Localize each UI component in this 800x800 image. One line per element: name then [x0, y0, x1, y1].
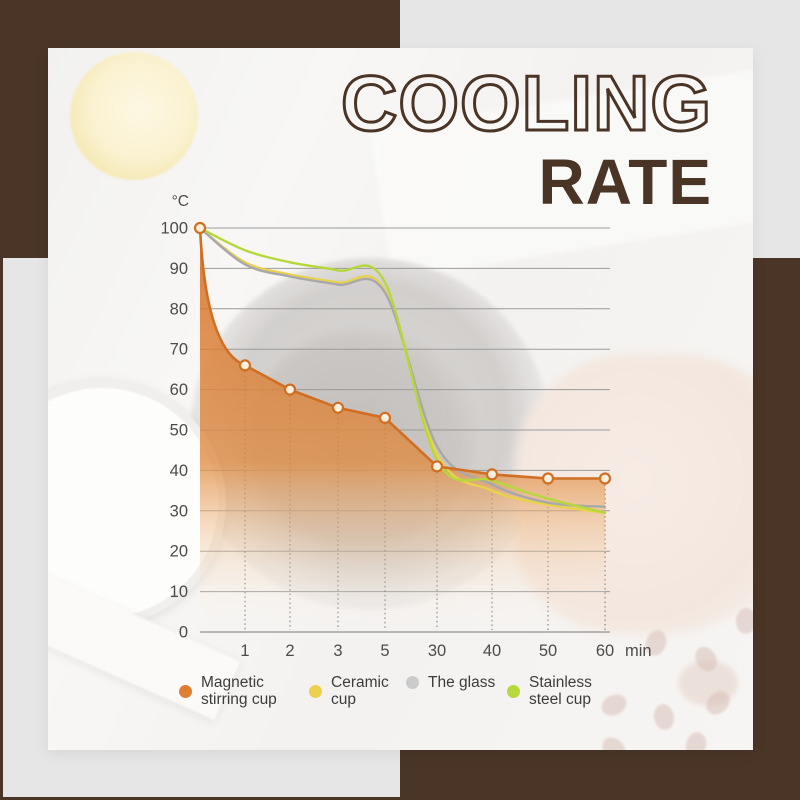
corner-block-bottom-right-side	[753, 258, 800, 800]
page-title: COOLING RATE	[340, 59, 713, 218]
svg-text:2: 2	[285, 642, 294, 660]
legend-item-the-glass: The glass	[406, 674, 495, 691]
legend-dot-orange	[179, 684, 192, 698]
svg-text:30: 30	[428, 642, 446, 660]
svg-text:40: 40	[483, 642, 501, 660]
svg-text:20: 20	[170, 543, 188, 561]
svg-text:°C: °C	[172, 193, 189, 210]
corner-block-top-left-top	[0, 0, 400, 48]
svg-text:1: 1	[240, 642, 249, 660]
legend-label: The glass	[428, 674, 496, 691]
svg-text:0: 0	[179, 624, 188, 642]
svg-text:40: 40	[170, 462, 188, 480]
svg-text:70: 70	[170, 341, 188, 359]
lemon-slice-photo	[70, 52, 198, 180]
svg-text:90: 90	[170, 260, 188, 278]
svg-text:80: 80	[170, 300, 188, 318]
legend-dot-green	[507, 684, 520, 698]
legend-dot-gray	[406, 676, 419, 689]
title-rate: RATE	[538, 146, 712, 218]
corner-block-top-left-side	[0, 0, 48, 258]
svg-text:3: 3	[333, 642, 342, 660]
svg-text:60: 60	[170, 381, 188, 399]
svg-text:100: 100	[160, 220, 188, 238]
legend-label: Ceramic cup	[331, 674, 389, 708]
legend-label: Stainless steel cup	[529, 674, 592, 708]
svg-text:5: 5	[380, 642, 389, 660]
svg-text:10: 10	[170, 583, 188, 601]
legend-label: Magnetic stirring cup	[201, 674, 277, 708]
legend-item-ceramic-cup: Ceramic cup	[309, 674, 389, 708]
legend-dot-yellow	[309, 684, 322, 698]
svg-text:min: min	[625, 642, 652, 660]
svg-text:30: 30	[170, 502, 188, 520]
bottom-edge-line	[0, 797, 800, 800]
cooling-rate-chart: 0 10 20 30 40 50 60 70 80 90 100 °C 1 2 3 5 30 40 50 60 min	[160, 193, 652, 660]
photo-card: 0 10 20 30 40 50 60 70 80 90 100 °C 1 2 3 5 30 40 50 60 min …	[48, 48, 753, 750]
title-cooling: COOLING	[340, 59, 713, 147]
svg-text:60: 60	[596, 642, 614, 660]
svg-text:50: 50	[170, 422, 188, 440]
corner-block-bottom-right-bottom	[400, 750, 800, 800]
legend-item-magnetic-stirring-cup: Magnetic stirring cup	[179, 674, 277, 708]
legend-item-stainless-steel-cup: Stainless steel cup	[507, 674, 592, 708]
svg-text:50: 50	[539, 642, 557, 660]
left-edge-line	[0, 258, 3, 800]
